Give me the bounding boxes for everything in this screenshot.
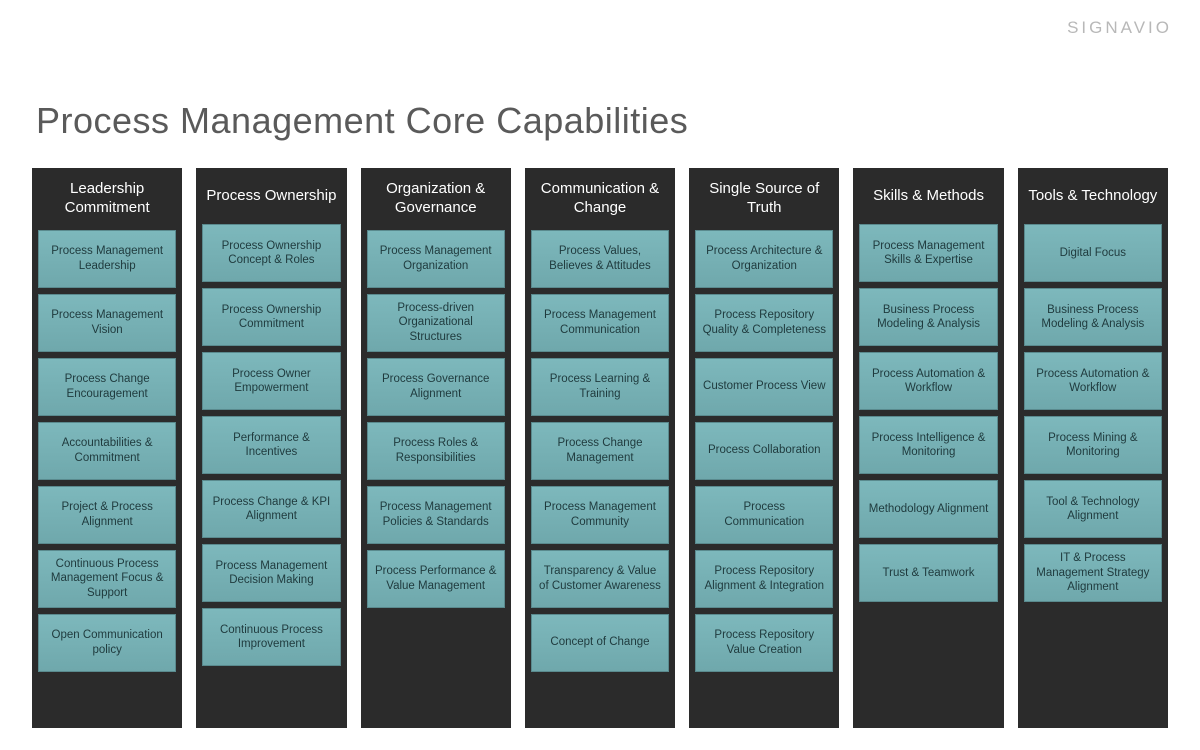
capability-cell: Process Change & KPI Alignment: [202, 480, 340, 538]
capability-cell: Process Communication: [695, 486, 833, 544]
capability-cell: Project & Process Alignment: [38, 486, 176, 544]
capability-cell: Process Management Communication: [531, 294, 669, 352]
capability-columns: Leadership Commitment Process Management…: [32, 168, 1168, 728]
capability-cell: Process Ownership Commitment: [202, 288, 340, 346]
column-skills-methods: Skills & Methods Process Management Skil…: [853, 168, 1003, 728]
capability-cell: Process Management Vision: [38, 294, 176, 352]
column-header: Single Source of Truth: [695, 176, 833, 230]
capability-cell: Transparency & Value of Customer Awarene…: [531, 550, 669, 608]
capability-cell: Digital Focus: [1024, 224, 1162, 282]
column-process-ownership: Process Ownership Process Ownership Conc…: [196, 168, 346, 728]
capability-cell: Process Repository Alignment & Integrati…: [695, 550, 833, 608]
capability-cell: Process Values, Believes & Attitudes: [531, 230, 669, 288]
column-single-source-truth: Single Source of Truth Process Architect…: [689, 168, 839, 728]
capability-cell: Process-driven Organizational Structures: [367, 294, 505, 352]
capability-cell: Process Roles & Responsibilities: [367, 422, 505, 480]
column-header: Organization & Governance: [367, 176, 505, 230]
capability-cell: Tool & Technology Alignment: [1024, 480, 1162, 538]
capability-cell: Process Change Management: [531, 422, 669, 480]
capability-cell: Process Repository Value Creation: [695, 614, 833, 672]
capability-cell: Concept of Change: [531, 614, 669, 672]
page-title: Process Management Core Capabilities: [36, 100, 688, 142]
column-organization-governance: Organization & Governance Process Manage…: [361, 168, 511, 728]
column-header: Communication & Change: [531, 176, 669, 230]
capability-cell: Process Management Community: [531, 486, 669, 544]
column-header: Tools & Technology: [1024, 176, 1162, 224]
capability-cell: Business Process Modeling & Analysis: [859, 288, 997, 346]
capability-cell: Process Repository Quality & Completenes…: [695, 294, 833, 352]
capability-cell: Continuous Process Improvement: [202, 608, 340, 666]
capability-cell: Process Automation & Workflow: [1024, 352, 1162, 410]
capability-cell: Process Management Decision Making: [202, 544, 340, 602]
capability-cell: Continuous Process Management Focus & Su…: [38, 550, 176, 608]
capability-cell: IT & Process Management Strategy Alignme…: [1024, 544, 1162, 602]
capability-cell: Accountabilities & Commitment: [38, 422, 176, 480]
capability-cell: Process Intelligence & Monitoring: [859, 416, 997, 474]
capability-cell: Performance & Incentives: [202, 416, 340, 474]
capability-cell: Process Management Policies & Standards: [367, 486, 505, 544]
capability-cell: Customer Process View: [695, 358, 833, 416]
capability-cell: Process Change Encouragement: [38, 358, 176, 416]
capability-cell: Process Mining & Monitoring: [1024, 416, 1162, 474]
brand-logo: SIGNAVIO: [1067, 18, 1172, 38]
column-header: Process Ownership: [202, 176, 340, 224]
capability-cell: Process Architecture & Organization: [695, 230, 833, 288]
column-header: Skills & Methods: [859, 176, 997, 224]
capability-cell: Trust & Teamwork: [859, 544, 997, 602]
capability-cell: Process Performance & Value Management: [367, 550, 505, 608]
capability-cell: Process Owner Empowerment: [202, 352, 340, 410]
column-leadership-commitment: Leadership Commitment Process Management…: [32, 168, 182, 728]
capability-cell: Process Governance Alignment: [367, 358, 505, 416]
capability-cell: Process Ownership Concept & Roles: [202, 224, 340, 282]
capability-cell: Process Management Organization: [367, 230, 505, 288]
capability-cell: Process Learning & Training: [531, 358, 669, 416]
capability-cell: Methodology Alignment: [859, 480, 997, 538]
column-communication-change: Communication & Change Process Values, B…: [525, 168, 675, 728]
capability-cell: Process Management Skills & Expertise: [859, 224, 997, 282]
capability-cell: Process Collaboration: [695, 422, 833, 480]
column-tools-technology: Tools & Technology Digital Focus Busines…: [1018, 168, 1168, 728]
column-header: Leadership Commitment: [38, 176, 176, 230]
capability-cell: Open Communication policy: [38, 614, 176, 672]
capability-cell: Process Management Leadership: [38, 230, 176, 288]
capability-cell: Process Automation & Workflow: [859, 352, 997, 410]
capability-cell: Business Process Modeling & Analysis: [1024, 288, 1162, 346]
